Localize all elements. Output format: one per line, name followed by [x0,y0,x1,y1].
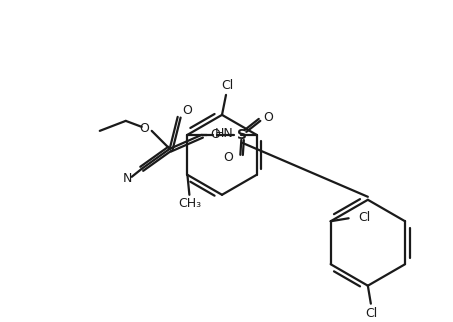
Text: Cl: Cl [366,307,378,320]
Text: O: O [263,111,273,124]
Text: O: O [223,151,233,164]
Text: O: O [211,128,220,141]
Text: O: O [139,122,149,135]
Text: O: O [183,104,193,118]
Text: HN: HN [215,128,234,140]
Text: N: N [123,172,132,185]
Text: S: S [237,128,247,142]
Text: Cl: Cl [221,80,233,92]
Text: Cl: Cl [359,211,371,224]
Text: CH₃: CH₃ [178,197,201,210]
